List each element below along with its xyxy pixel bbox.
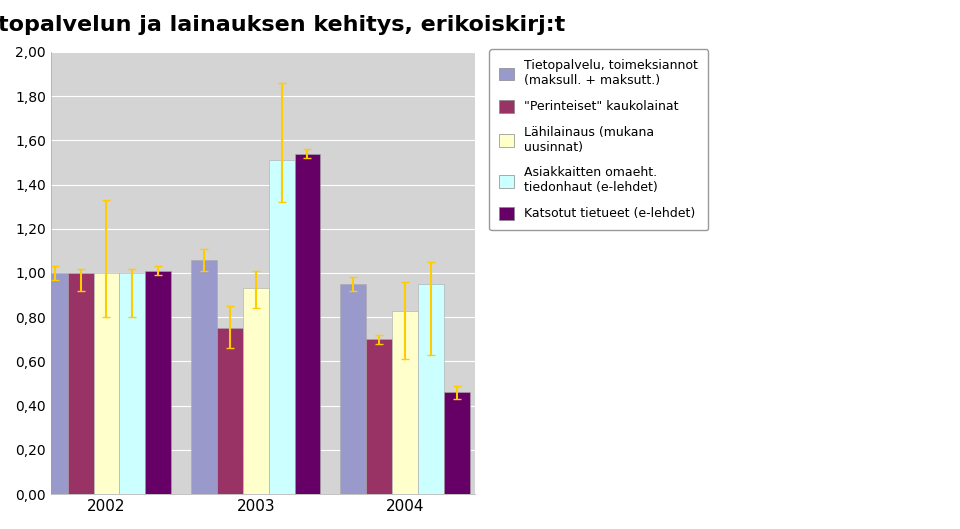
Bar xyxy=(145,271,171,494)
Bar xyxy=(217,329,243,494)
Bar xyxy=(191,260,217,494)
Bar xyxy=(392,311,418,494)
Bar xyxy=(418,284,444,494)
Bar xyxy=(67,273,93,494)
Title: Tietopalvelun ja lainauksen kehitys, erikoiskirj:t: Tietopalvelun ja lainauksen kehitys, eri… xyxy=(0,15,565,35)
Bar xyxy=(366,339,392,494)
Legend: Tietopalvelu, toimeksiannot
(maksull. + maksutt.), "Perinteiset" kaukolainat, Lä: Tietopalvelu, toimeksiannot (maksull. + … xyxy=(490,49,708,231)
Bar xyxy=(243,288,269,494)
Bar xyxy=(93,273,119,494)
Bar xyxy=(269,160,295,494)
Bar xyxy=(42,273,67,494)
Bar xyxy=(295,153,321,494)
Bar xyxy=(340,284,366,494)
Bar xyxy=(444,393,469,494)
Bar xyxy=(119,273,145,494)
